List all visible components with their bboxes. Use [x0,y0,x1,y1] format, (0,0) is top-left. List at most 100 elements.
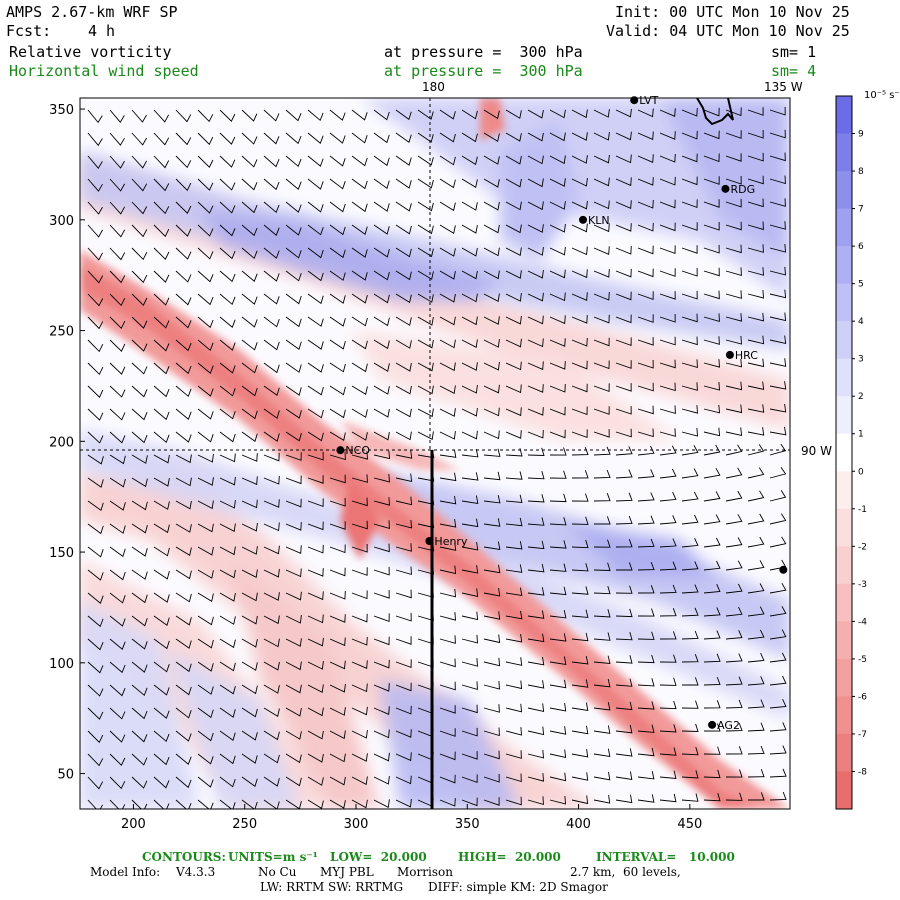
station-label: HRC [735,349,758,362]
station-label: LVT [639,94,658,107]
y-tick-label: 300 [49,214,74,229]
x-tick-label: 200 [121,817,146,832]
x-tick-label: 350 [455,817,480,832]
microphysics-scheme: Morrison [397,865,453,879]
colorbar-label: -2 [858,542,867,552]
station-marker [721,184,730,193]
colorbar-swatch [836,508,852,547]
station-marker [708,720,717,729]
meridian-label-180: 180 [422,80,445,94]
station-label: KLN [588,214,610,227]
field2-name: Horizontal wind speed [9,62,199,80]
colorbar-swatch [836,433,852,472]
field1-level: at pressure = 300 hPa [384,43,583,61]
colorbar-label: 9 [858,130,864,140]
pbl-scheme: MYJ PBL [320,865,374,879]
station-label: AG2 [717,719,740,732]
field2-smoothing: sm= 4 [771,62,817,80]
colorbar-unit: 10⁻⁵ s⁻¹ [864,90,900,101]
station-marker [336,446,345,455]
colorbar-swatch [836,771,852,810]
colorbar-label: 8 [858,167,864,177]
station-marker [579,215,588,224]
x-tick-label: 250 [232,817,257,832]
field1-smoothing: sm= 1 [771,43,817,61]
stations: LVT RDG KLN HRC NCO Henry AG2 [336,94,788,732]
model-title: AMPS 2.67-km WRF SP [6,3,178,21]
colorbar-label: -1 [858,505,867,515]
colorbar-swatch [836,696,852,735]
station-marker [725,350,734,359]
forecast-value: 4 h [88,22,116,40]
cumulus-scheme: No Cu [258,865,297,879]
meridian-label-135w: 135 W [764,80,803,94]
colorbar-swatch [836,133,852,172]
colorbar: 9 8 7 6 5 4 3 2 1 0 -1 -2 -3 -4 -5 -6 -7 -8 [835,95,867,810]
colorbar-label: 7 [858,205,864,215]
contours-label: CONTOURS: [142,850,226,864]
colorbar-swatch [836,358,852,397]
colorbar-label: 3 [858,355,864,365]
wind-barbs [87,106,787,809]
x-tick-label: 400 [566,817,591,832]
x-tick-label: 450 [677,817,702,832]
axes: 200 250 300 350 400 450 350 300 250 200 150 100 50 [49,103,702,832]
colorbar-label: 6 [858,242,864,252]
coastline [696,97,734,126]
colorbar-frame [835,95,853,810]
colorbar-label: 1 [858,430,864,440]
model-version: V4.3.3 [176,865,216,879]
colorbar-label: -3 [858,580,867,590]
plot-frame [79,97,791,810]
colorbar-swatch [836,546,852,585]
station-marker [779,565,788,574]
colorbar-label: -5 [858,655,867,665]
colorbar-label: 4 [858,317,864,327]
station-label: RDG [730,183,755,196]
y-tick-label: 50 [57,768,74,783]
model-info-label: Model Info: [90,865,161,879]
forecast-label: Fcst: [6,22,52,40]
colorbar-label: 2 [858,392,864,402]
meridian-label-90w: 90 W [801,444,832,458]
colorbar-swatch [836,283,852,322]
y-tick-label: 100 [49,657,74,672]
colorbar-swatch [836,96,852,135]
colorbar-label: -7 [858,730,867,740]
colorbar-label: -6 [858,692,867,702]
field1-name: Relative vorticity [9,43,172,61]
colorbar-label: -8 [858,767,867,777]
station-marker [425,536,434,545]
contours-interval: INTERVAL= 10.000 [596,850,735,864]
colorbar-swatch [836,583,852,622]
station-label: Henry [434,535,468,548]
vorticity-field [80,98,790,809]
valid-time: Valid: 04 UTC Mon 10 Nov 25 [606,22,850,40]
colorbar-swatch [836,621,852,660]
colorbar-swatch [836,658,852,697]
colorbar-swatch [836,208,852,247]
colorbar-swatch [836,171,852,210]
contours-high: HIGH= 20.000 [458,850,561,864]
barb-field [87,106,787,809]
field2-level: at pressure = 300 hPa [384,62,583,80]
contours-low: LOW= 20.000 [330,850,427,864]
colorbar-swatch [836,396,852,435]
y-tick-label: 250 [49,325,74,340]
y-tick-label: 150 [49,546,74,561]
station-marker [630,96,639,105]
colorbar-label: 5 [858,280,864,290]
station-label: NCO [345,444,370,457]
colorbar-swatch [836,471,852,510]
resolution-levels: 2.7 km, 60 levels, [570,865,681,879]
x-tick-label: 300 [344,817,369,832]
init-time: Init: 00 UTC Mon 10 Nov 25 [615,3,850,21]
diffusion-scheme: DIFF: simple KM: 2D Smagor [428,880,608,894]
colorbar-label: 0 [858,467,864,477]
colorbar-swatch [836,246,852,285]
colorbar-swatch [836,733,852,772]
y-tick-label: 200 [49,435,74,450]
contours-units: UNITS=m s⁻¹ [228,850,318,864]
radiation-schemes: LW: RRTM SW: RRTMG [260,880,404,894]
